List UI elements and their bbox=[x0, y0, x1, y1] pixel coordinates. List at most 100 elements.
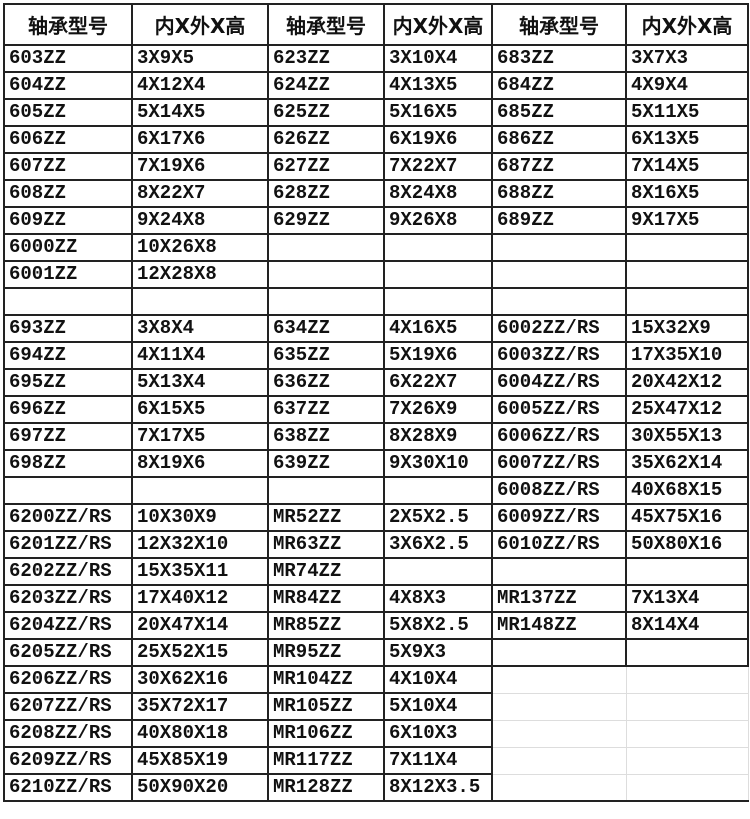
bearing-model-cell: 6205ZZ/RS bbox=[3, 638, 133, 667]
dimensions-cell bbox=[383, 557, 493, 586]
dimensions-cell: 4X11X4 bbox=[131, 341, 269, 370]
bearing-model-cell: 683ZZ bbox=[491, 44, 627, 73]
dimensions-cell: 6X17X6 bbox=[131, 125, 269, 154]
dimensions-cell bbox=[625, 746, 749, 775]
bearing-model-cell: 639ZZ bbox=[267, 449, 385, 478]
table-row: 603ZZ 3X9X5 623ZZ 3X10X4 683ZZ 3X7X3 bbox=[3, 44, 749, 73]
table-row: 6203ZZ/RS 17X40X12 MR84ZZ 4X8X3 MR137ZZ 7X13X… bbox=[3, 584, 749, 613]
bearing-model-cell: 6200ZZ/RS bbox=[3, 503, 133, 532]
bearing-model-cell: MR52ZZ bbox=[267, 503, 385, 532]
bearing-model-cell bbox=[491, 773, 627, 802]
bearing-model-cell: 629ZZ bbox=[267, 206, 385, 235]
table-row: 606ZZ 6X17X6 626ZZ 6X19X6 686ZZ 6X13X5 bbox=[3, 125, 749, 154]
bearing-model-cell: 6003ZZ/RS bbox=[491, 341, 627, 370]
bearing-model-cell: MR84ZZ bbox=[267, 584, 385, 613]
table-row: 6200ZZ/RS 10X30X9 MR52ZZ 2X5X2.5 6009ZZ/RS 45… bbox=[3, 503, 749, 532]
bearing-model-cell: 694ZZ bbox=[3, 341, 133, 370]
bearing-model-cell: 688ZZ bbox=[491, 179, 627, 208]
bearing-size-table: 轴承型号 内X外X高 轴承型号 内X外X高 轴承型号 内X外X高 603ZZ 3X… bbox=[3, 3, 749, 802]
bearing-model-cell: 6202ZZ/RS bbox=[3, 557, 133, 586]
dimensions-cell: 8X19X6 bbox=[131, 449, 269, 478]
dimensions-cell: 6X13X5 bbox=[625, 125, 749, 154]
dimensions-cell bbox=[625, 287, 749, 316]
bearing-model-cell: 637ZZ bbox=[267, 395, 385, 424]
header-dimensions: 内X外X高 bbox=[625, 3, 749, 46]
table-row: 697ZZ 7X17X5 638ZZ 8X28X9 6006ZZ/RS 30X55X13 bbox=[3, 422, 749, 451]
dimensions-cell: 5X9X3 bbox=[383, 638, 493, 667]
dimensions-cell: 50X90X20 bbox=[131, 773, 269, 802]
dimensions-cell: 8X16X5 bbox=[625, 179, 749, 208]
table-row: 608ZZ 8X22X7 628ZZ 8X24X8 688ZZ 8X16X5 bbox=[3, 179, 749, 208]
bearing-model-cell bbox=[267, 476, 385, 505]
bearing-model-cell: 698ZZ bbox=[3, 449, 133, 478]
dimensions-cell: 3X8X4 bbox=[131, 314, 269, 343]
bearing-model-cell bbox=[267, 260, 385, 289]
dimensions-cell: 7X22X7 bbox=[383, 152, 493, 181]
dimensions-cell: 40X80X18 bbox=[131, 719, 269, 748]
dimensions-cell: 7X11X4 bbox=[383, 746, 493, 775]
dimensions-cell: 9X17X5 bbox=[625, 206, 749, 235]
table-row: 694ZZ 4X11X4 635ZZ 5X19X6 6003ZZ/RS 17X35X10 bbox=[3, 341, 749, 370]
bearing-model-cell bbox=[3, 287, 133, 316]
bearing-model-cell: 627ZZ bbox=[267, 152, 385, 181]
dimensions-cell: 9X24X8 bbox=[131, 206, 269, 235]
dimensions-cell bbox=[131, 287, 269, 316]
table-row: 693ZZ 3X8X4 634ZZ 4X16X5 6002ZZ/RS 15X32X9 bbox=[3, 314, 749, 343]
bearing-model-cell: 623ZZ bbox=[267, 44, 385, 73]
bearing-model-cell: 6206ZZ/RS bbox=[3, 665, 133, 694]
dimensions-cell: 9X30X10 bbox=[383, 449, 493, 478]
bearing-model-cell: 625ZZ bbox=[267, 98, 385, 127]
dimensions-cell: 3X9X5 bbox=[131, 44, 269, 73]
dimensions-cell: 7X19X6 bbox=[131, 152, 269, 181]
table-row: 6208ZZ/RS 40X80X18 MR106ZZ 6X10X3 bbox=[3, 719, 749, 748]
bearing-model-cell: 609ZZ bbox=[3, 206, 133, 235]
dimensions-cell: 30X62X16 bbox=[131, 665, 269, 694]
dimensions-cell: 5X13X4 bbox=[131, 368, 269, 397]
table-row: 6209ZZ/RS 45X85X19 MR117ZZ 7X11X4 bbox=[3, 746, 749, 775]
bearing-model-cell: MR63ZZ bbox=[267, 530, 385, 559]
bearing-model-cell: 605ZZ bbox=[3, 98, 133, 127]
header-dimensions: 内X外X高 bbox=[383, 3, 493, 46]
dimensions-cell: 6X10X3 bbox=[383, 719, 493, 748]
bearing-model-cell: MR74ZZ bbox=[267, 557, 385, 586]
bearing-model-cell: MR106ZZ bbox=[267, 719, 385, 748]
dimensions-cell: 7X14X5 bbox=[625, 152, 749, 181]
dimensions-cell: 20X47X14 bbox=[131, 611, 269, 640]
bearing-model-cell: 685ZZ bbox=[491, 98, 627, 127]
bearing-model-cell: 6001ZZ bbox=[3, 260, 133, 289]
bearing-model-cell bbox=[491, 692, 627, 721]
dimensions-cell: 17X35X10 bbox=[625, 341, 749, 370]
dimensions-cell: 15X35X11 bbox=[131, 557, 269, 586]
dimensions-cell: 6X22X7 bbox=[383, 368, 493, 397]
bearing-model-cell bbox=[491, 287, 627, 316]
bearing-model-cell: MR128ZZ bbox=[267, 773, 385, 802]
dimensions-cell: 4X13X5 bbox=[383, 71, 493, 100]
dimensions-cell: 5X10X4 bbox=[383, 692, 493, 721]
dimensions-cell: 6X19X6 bbox=[383, 125, 493, 154]
dimensions-cell: 50X80X16 bbox=[625, 530, 749, 559]
dimensions-cell bbox=[625, 260, 749, 289]
bearing-model-cell: 6207ZZ/RS bbox=[3, 692, 133, 721]
bearing-model-cell bbox=[491, 746, 627, 775]
header-bearing-model: 轴承型号 bbox=[3, 3, 133, 46]
dimensions-cell: 5X14X5 bbox=[131, 98, 269, 127]
bearing-model-cell: 6004ZZ/RS bbox=[491, 368, 627, 397]
header-dimensions: 内X外X高 bbox=[131, 3, 269, 46]
table-row: 6202ZZ/RS 15X35X11 MR74ZZ bbox=[3, 557, 749, 586]
bearing-model-cell: 693ZZ bbox=[3, 314, 133, 343]
bearing-model-cell bbox=[491, 719, 627, 748]
bearing-model-cell: 689ZZ bbox=[491, 206, 627, 235]
bearing-model-cell: 6201ZZ/RS bbox=[3, 530, 133, 559]
dimensions-cell: 4X9X4 bbox=[625, 71, 749, 100]
dimensions-cell: 6X15X5 bbox=[131, 395, 269, 424]
bearing-model-cell: 607ZZ bbox=[3, 152, 133, 181]
dimensions-cell: 25X47X12 bbox=[625, 395, 749, 424]
bearing-model-cell: 6204ZZ/RS bbox=[3, 611, 133, 640]
bearing-model-cell bbox=[491, 233, 627, 262]
table-row: 696ZZ 6X15X5 637ZZ 7X26X9 6005ZZ/RS 25X47X12 bbox=[3, 395, 749, 424]
dimensions-cell: 4X12X4 bbox=[131, 71, 269, 100]
dimensions-cell bbox=[131, 476, 269, 505]
bearing-model-cell: 608ZZ bbox=[3, 179, 133, 208]
bearing-model-cell: 636ZZ bbox=[267, 368, 385, 397]
table-row: 6204ZZ/RS 20X47X14 MR85ZZ 5X8X2.5 MR148ZZ 8X1… bbox=[3, 611, 749, 640]
